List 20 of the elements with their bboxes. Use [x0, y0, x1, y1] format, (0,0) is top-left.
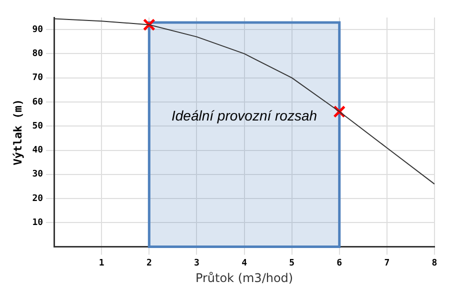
x-axis-title: Průtok (m3/hod) [195, 270, 294, 285]
y-tick-label: 80 [32, 49, 44, 60]
x-tick-label: 1 [98, 258, 104, 269]
y-tick-label: 70 [32, 73, 44, 84]
x-tick-label: 6 [336, 258, 342, 269]
y-tick-label: 90 [32, 24, 44, 35]
x-tick-label: 4 [242, 258, 248, 269]
x-tick-label: 2 [146, 258, 152, 269]
x-tick-label: 8 [432, 258, 438, 269]
y-tick-label: 30 [32, 170, 44, 180]
x-tick-label: 7 [384, 258, 390, 269]
y-tick-label: 20 [32, 194, 44, 204]
band-label: Ideální provozní rozsah [172, 108, 318, 124]
y-tick-label: 40 [32, 146, 44, 156]
y-tick-label: 60 [32, 97, 44, 108]
y-tick-label: 10 [32, 218, 44, 228]
y-tick-label: 50 [32, 121, 44, 132]
x-tick-label: 3 [194, 258, 200, 269]
x-tick-label: 5 [289, 258, 295, 269]
y-axis-title: Výtlak (m) [11, 99, 24, 166]
